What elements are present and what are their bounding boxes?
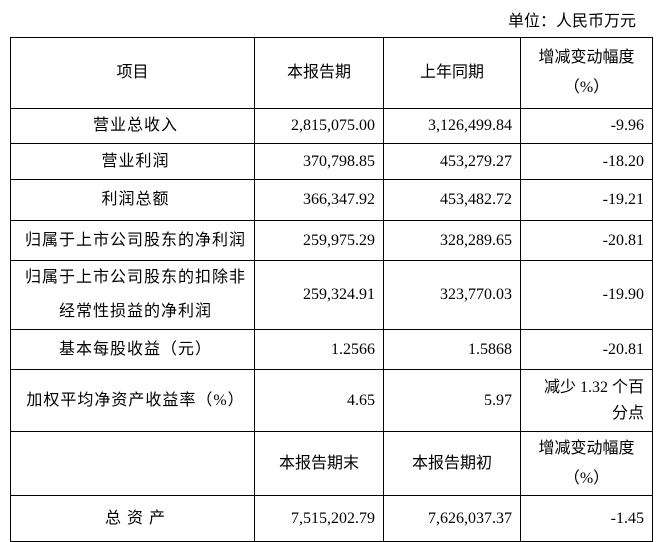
value-cell: 453,482.72	[383, 179, 521, 221]
row-label: 基本每股收益（元）	[10, 329, 255, 370]
value-cell: -18.20	[520, 143, 653, 180]
value-cell: 323,770.03	[383, 260, 521, 330]
row-label: 归属于上市公司股东的扣除非经常性损益的净利润	[10, 260, 255, 330]
value-cell: -19.21	[520, 179, 653, 221]
table-row: 归属于上市公司股东的扣除非经常性损益的净利润 259,324.91 323,770.…	[10, 260, 653, 330]
value-cell: 370,798.85	[254, 143, 384, 180]
header-cell: 项目	[10, 37, 255, 109]
value-cell: -20.81	[520, 220, 653, 261]
table-row: 营业总收入 2,815,075.00 3,126,499.84 -9.96	[10, 108, 653, 144]
data-table: 项目 本报告期 上年同期 增减变动幅度（%） 营业总收入 2,815,075.00 3,12…	[10, 37, 653, 542]
header-cell: 本报告期初	[383, 431, 521, 496]
row-label: 营业利润	[10, 143, 255, 180]
value-cell: 2,815,075.00	[254, 108, 384, 144]
value-cell: 366,347.92	[254, 179, 384, 221]
row-label: 利润总额	[10, 179, 255, 221]
table-row: 项目 本报告期 上年同期 增减变动幅度（%）	[10, 37, 653, 109]
table-row: 总 资 产 7,515,202.79 7,626,037.37 -1.45	[10, 495, 653, 542]
row-label: 总 资 产	[10, 495, 255, 542]
table-row: 营业利润 370,798.85 453,279.27 -18.20	[10, 143, 653, 180]
header-cell: 增减变动幅度（%）	[520, 431, 653, 496]
value-cell: 7,626,037.37	[383, 495, 521, 542]
row-label: 营业总收入	[10, 108, 255, 144]
row-label: 加权平均净资产收益率（%）	[10, 369, 255, 432]
header-cell: 本报告期	[254, 37, 384, 109]
table-row: 本报告期末 本报告期初 增减变动幅度（%）	[10, 431, 653, 496]
table-row: 利润总额 366,347.92 453,482.72 -19.21	[10, 179, 653, 221]
header-cell	[10, 431, 255, 496]
header-cell: 上年同期	[383, 37, 521, 109]
value-cell: 1.5868	[383, 329, 521, 370]
unit-label: 单位：人民币万元	[507, 13, 636, 30]
value-cell: 328,289.65	[383, 220, 521, 261]
value-cell: 3,126,499.84	[383, 108, 521, 144]
table-row: 加权平均净资产收益率（%） 4.65 5.97 减少 1.32 个百分点	[10, 369, 653, 432]
value-cell: -19.90	[520, 260, 653, 330]
value-cell: -20.81	[520, 329, 653, 370]
header-cell: 本报告期末	[254, 431, 384, 496]
table-row: 基本每股收益（元） 1.2566 1.5868 -20.81	[10, 329, 653, 370]
table-body: 项目 本报告期 上年同期 增减变动幅度（%） 营业总收入 2,815,075.00 3,12…	[10, 37, 653, 542]
value-cell: -1.45	[520, 495, 653, 542]
value-cell: 259,324.91	[254, 260, 384, 330]
value-cell: 5.97	[383, 369, 521, 432]
value-cell: 4.65	[254, 369, 384, 432]
table-row: 归属于上市公司股东的净利润 259,975.29 328,289.65 -20.81	[10, 220, 653, 261]
value-cell: 7,515,202.79	[254, 495, 384, 542]
header-cell: 增减变动幅度（%）	[520, 37, 653, 109]
value-cell: 453,279.27	[383, 143, 521, 180]
value-cell: 减少 1.32 个百分点	[520, 369, 653, 432]
row-label: 归属于上市公司股东的净利润	[10, 220, 255, 261]
value-cell: 1.2566	[254, 329, 384, 370]
value-cell: -9.96	[520, 108, 653, 144]
value-cell: 259,975.29	[254, 220, 384, 261]
